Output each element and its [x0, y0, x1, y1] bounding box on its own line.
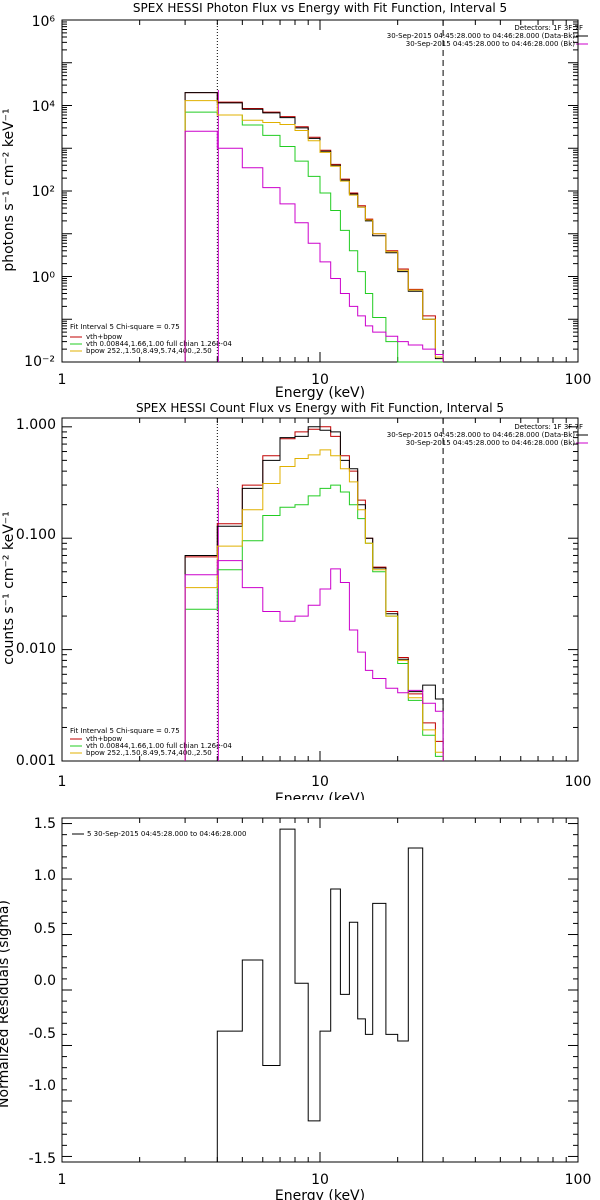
y-tick-label: 10⁻² [24, 354, 55, 370]
series-vth [184, 111, 444, 363]
legend-thermal: vth 0.00844,1.66,1.00 full chian 1.26e-0… [86, 742, 232, 750]
x-tick-label: 100 [565, 1172, 592, 1188]
series-5 30-Sep-2015 04:45:28.000 to 04:46:28.000 [216, 828, 444, 1163]
series-line-bpow [184, 449, 444, 761]
series-line-data [184, 426, 444, 761]
y-tick-label: 0.010 [16, 641, 56, 657]
series-Bk [184, 560, 444, 761]
y-ticks [62, 823, 578, 1157]
legend-powerlaw: bpow 252.,1.50,8.49,5.74,400.,2.50 [86, 347, 212, 355]
legend-top-right: Detectors: 1F 3F 7F 30-Sep-2015 04:45:28… [387, 423, 588, 447]
legend-thermal: vth 0.00844,1.66,1.00 full chian 1.26e-0… [86, 340, 232, 348]
legend-data-interval: 30-Sep-2015 04:45:28.000 to 04:46:28.000… [387, 32, 576, 40]
legend-powerlaw: bpow 252.,1.50,8.49,5.74,400.,2.50 [86, 749, 212, 757]
chart-title: SPEX HESSI Count Flux vs Energy with Fit… [136, 401, 504, 415]
legend-interval: 5 30-Sep-2015 04:45:28.000 to 04:46:28.0… [87, 830, 246, 838]
legend-bk-interval: 30-Sep-2015 04:45:28.000 to 04:46:28.000… [406, 40, 576, 48]
x-tick-label: 10 [311, 774, 329, 790]
series-data [184, 426, 444, 761]
series-line-vth+bpow [184, 426, 444, 761]
y-tick-label: 1.000 [16, 417, 56, 433]
series-line-data [184, 92, 444, 362]
series-line-Bk [184, 130, 444, 362]
y-tick-label: -1.5 [29, 1151, 56, 1167]
series-vth+bpow [184, 426, 444, 761]
legend-bottom-left: Fit Interval 5 Chi-square = 0.75 vth+bpo… [70, 323, 232, 355]
residuals-chart: Energy (keV) Normalized Residuals (sigma… [0, 816, 592, 1200]
chart-title: SPEX HESSI Photon Flux vs Energy with Fi… [133, 1, 507, 15]
legend-total: vth+bpow [86, 333, 122, 341]
series-vth+bpow [184, 92, 444, 362]
y-axis-label: Normalized Residuals (sigma) [0, 900, 12, 1108]
series-data [184, 92, 444, 362]
y-tick-label: 0.0 [34, 973, 56, 989]
legend-bottom-left: Fit Interval 5 Chi-square = 0.75 vth+bpo… [70, 727, 232, 757]
series-line-Bk [184, 560, 444, 761]
series-line-5 30-Sep-2015 04:45:28.000 to 04:46:28.000 [216, 828, 444, 1163]
legend-total: vth+bpow [86, 735, 122, 743]
y-tick-label: 10⁶ [32, 14, 56, 30]
y-tick-label: -0.5 [29, 1026, 56, 1042]
y-ticks [62, 426, 578, 762]
y-tick-label: 1.0 [34, 868, 56, 884]
x-ticks [61, 818, 567, 1162]
series-bpow [184, 100, 444, 362]
y-tick-label: 0.001 [16, 753, 56, 769]
x-axis-label: Energy (keV) [275, 1188, 365, 1200]
y-axis-label: counts s⁻¹ cm⁻² keV⁻¹ [1, 511, 17, 665]
series-bpow [184, 449, 444, 761]
legend-detectors: Detectors: 1F 3F 7F [514, 24, 583, 32]
legend-fit-info: Fit Interval 5 Chi-square = 0.75 [70, 727, 180, 735]
y-tick-label: 10² [32, 184, 55, 200]
legend-top-left: 5 30-Sep-2015 04:45:28.000 to 04:46:28.0… [72, 830, 246, 838]
series-line-vth+bpow [184, 92, 444, 362]
y-tick-label: 1.5 [34, 816, 56, 832]
x-tick-label: 1 [58, 372, 67, 388]
y-tick-label: 10⁰ [32, 270, 56, 286]
x-ticks [61, 418, 567, 761]
legend-detectors: Detectors: 1F 3F 7F [514, 423, 583, 431]
x-axis-label: Energy (keV) [275, 385, 365, 400]
x-tick-label: 1 [58, 774, 67, 790]
series-line-bpow [184, 100, 444, 362]
y-ticks [62, 19, 578, 363]
series-line-vth [184, 111, 444, 363]
x-tick-label: 10 [311, 372, 329, 388]
y-axis-label: photons s⁻¹ cm⁻² keV⁻¹ [1, 108, 17, 271]
x-tick-label: 10 [311, 1172, 329, 1188]
x-axis-label: Energy (keV) [275, 791, 365, 800]
y-tick-label: 0.5 [34, 921, 56, 937]
x-tick-label: 1 [58, 1172, 67, 1188]
y-tick-label: 10⁴ [32, 99, 56, 115]
photon-flux-chart: SPEX HESSI Photon Flux vs Energy with Fi… [1, 1, 592, 400]
legend-bk-interval: 30-Sep-2015 04:45:28.000 to 04:46:28.000… [406, 439, 576, 447]
legend-data-interval: 30-Sep-2015 04:45:28.000 to 04:46:28.000… [387, 431, 576, 439]
x-tick-label: 100 [565, 372, 592, 388]
series-Bk [184, 130, 444, 362]
y-tick-label: -1.0 [29, 1078, 56, 1094]
legend-top-right: Detectors: 1F 3F 7F 30-Sep-2015 04:45:28… [387, 24, 588, 48]
x-ticks [61, 20, 567, 362]
y-tick-label: 0.100 [16, 527, 56, 543]
legend-fit-info: Fit Interval 5 Chi-square = 0.75 [70, 323, 180, 331]
count-flux-chart: SPEX HESSI Count Flux vs Energy with Fit… [1, 401, 592, 800]
x-tick-label: 100 [565, 774, 592, 790]
